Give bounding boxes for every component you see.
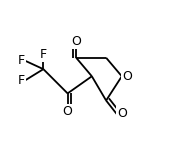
Text: F: F xyxy=(18,54,25,67)
Text: F: F xyxy=(18,74,25,87)
Text: F: F xyxy=(40,48,47,61)
Text: O: O xyxy=(117,107,127,121)
Text: O: O xyxy=(71,35,81,48)
Text: O: O xyxy=(122,70,132,83)
Text: O: O xyxy=(63,105,73,118)
